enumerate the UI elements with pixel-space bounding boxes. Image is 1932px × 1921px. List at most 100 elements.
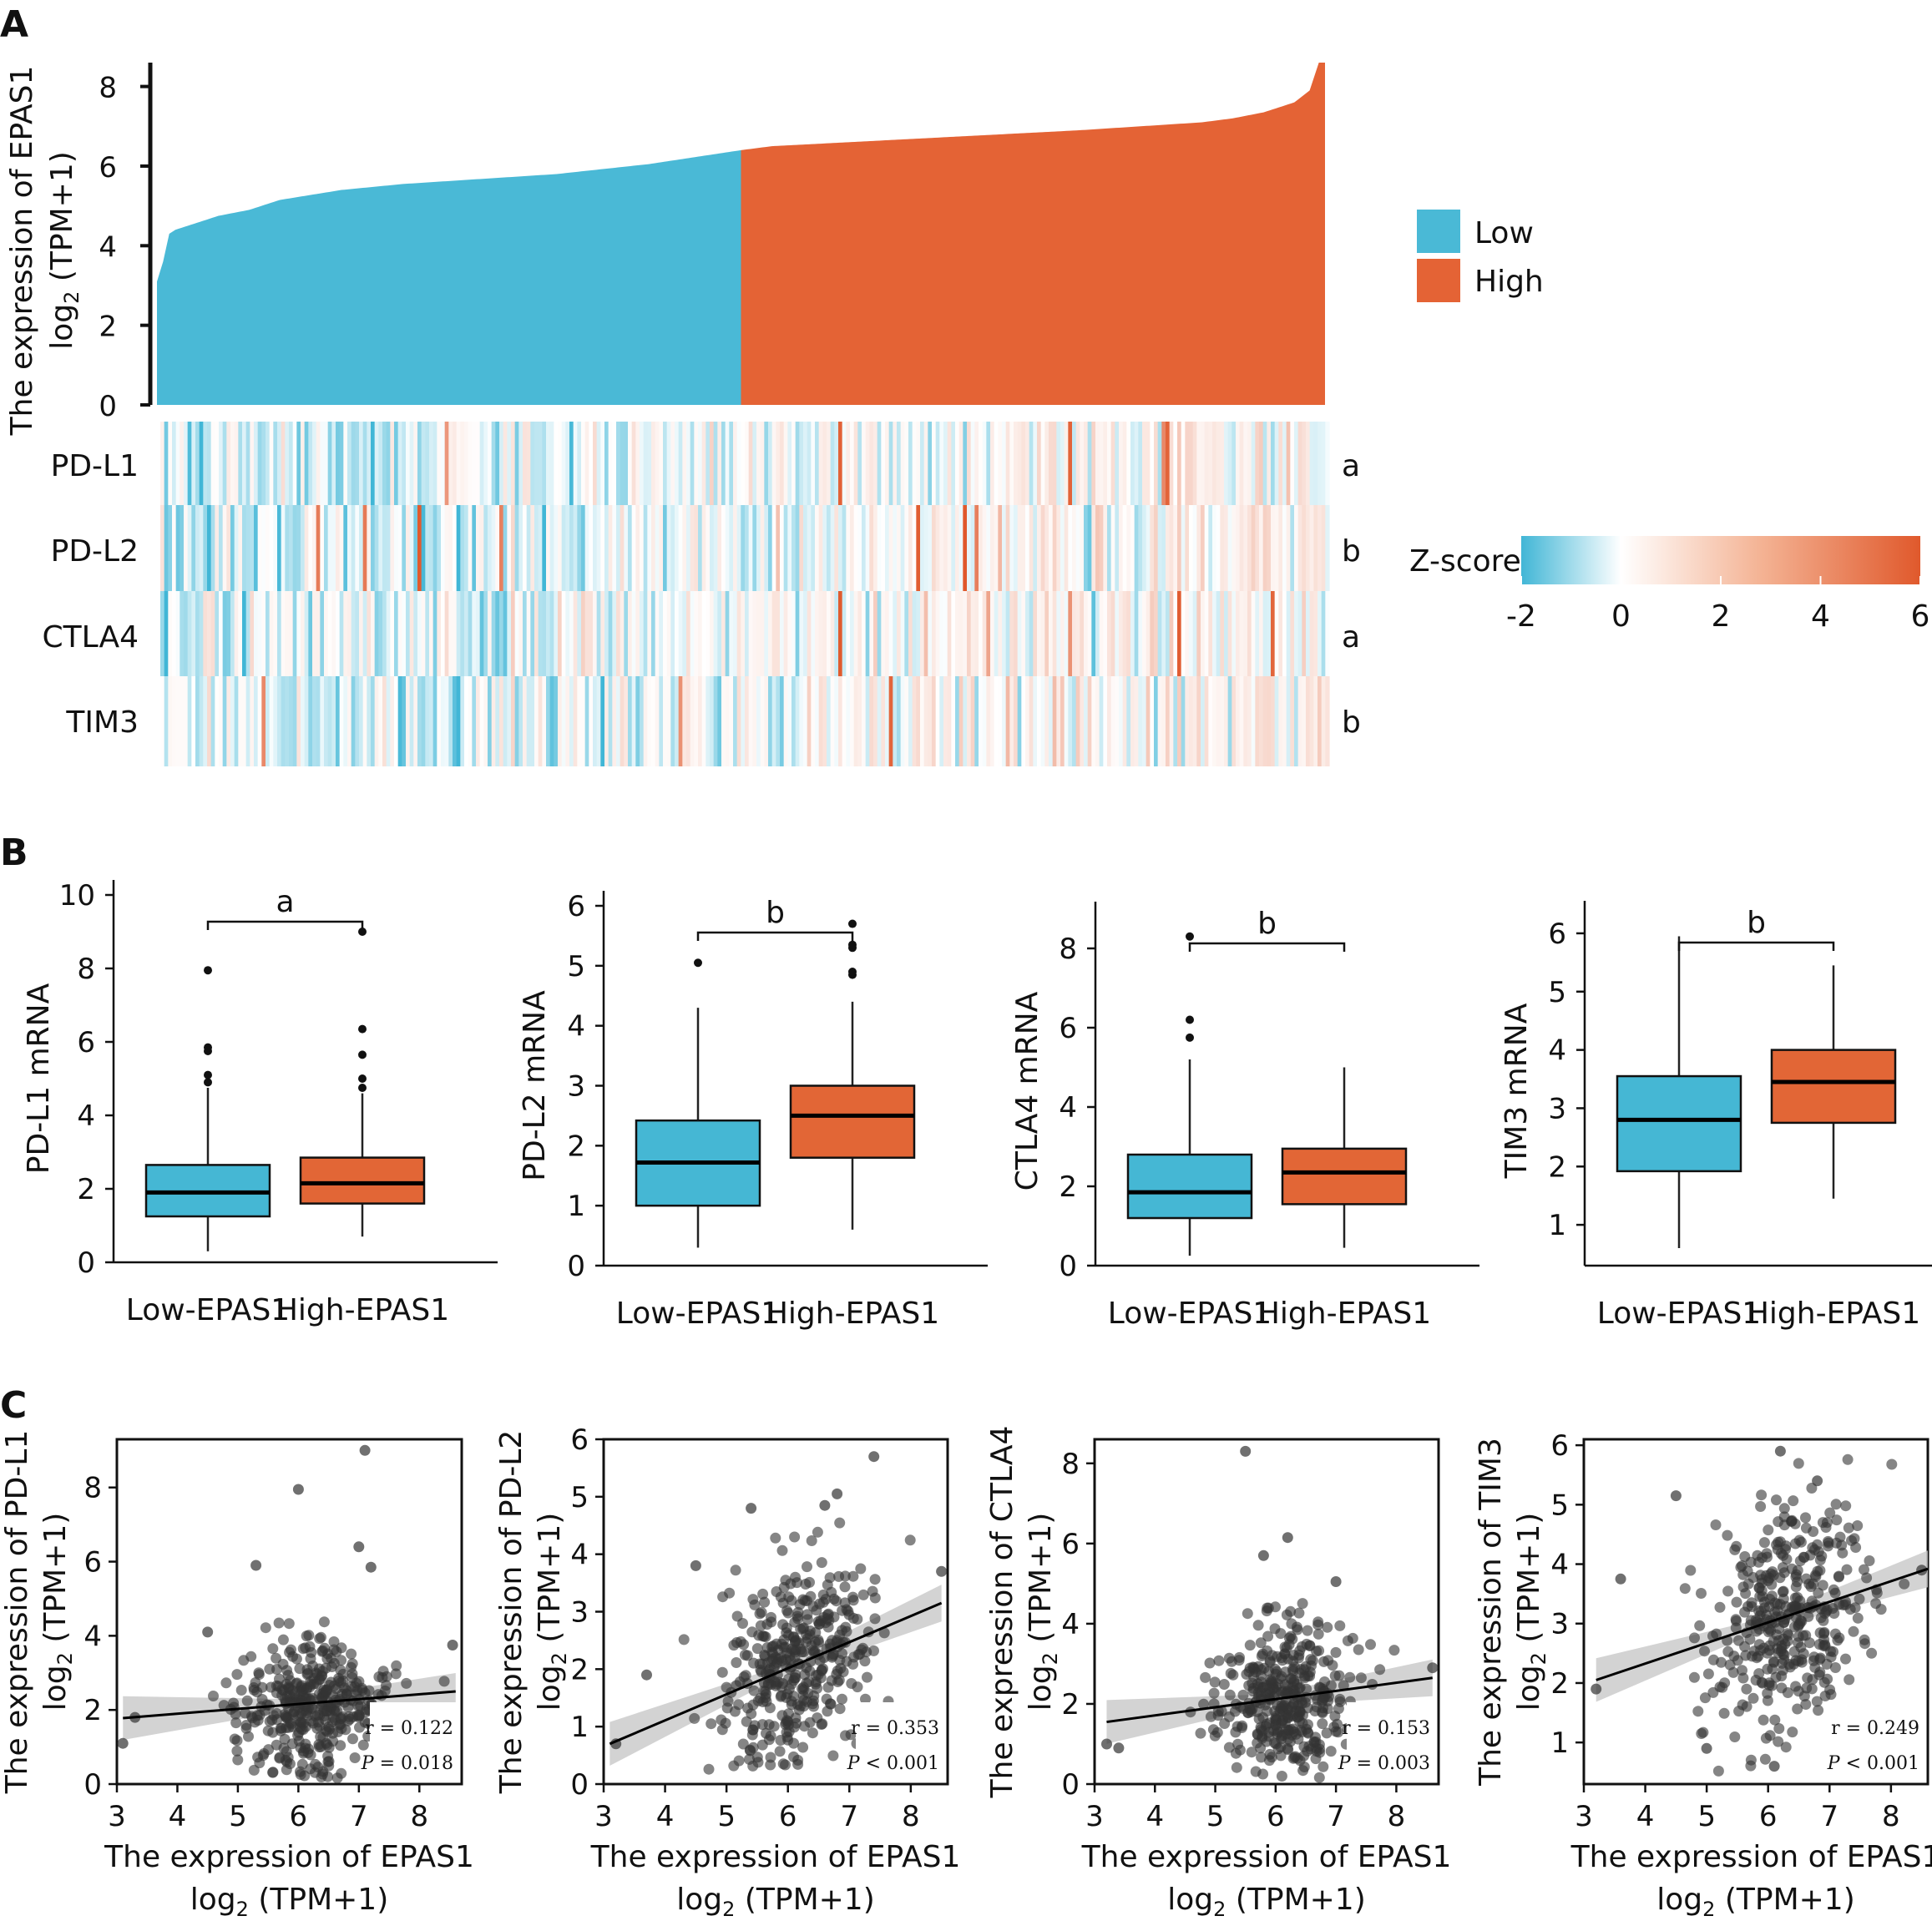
data-point	[319, 1642, 331, 1654]
data-point	[809, 1636, 821, 1648]
heatmap-cell	[1056, 422, 1061, 505]
data-point	[286, 1738, 298, 1750]
heatmap-cell	[1247, 422, 1252, 505]
heatmap-cell	[417, 505, 422, 591]
heatmap-cell	[998, 422, 1003, 505]
heatmap-cell	[659, 422, 664, 505]
heatmap-cell	[1302, 676, 1307, 766]
heatmap-cell	[873, 422, 878, 505]
data-point	[855, 1563, 867, 1575]
heatmap-cell	[1084, 422, 1089, 505]
heatmap-cell	[347, 422, 352, 505]
heatmap-cell	[1080, 591, 1085, 676]
panel-a-tick-label: 2	[99, 311, 117, 344]
heatmap-cell	[1037, 505, 1042, 591]
data-point	[1859, 1564, 1869, 1575]
heatmap-cell	[546, 676, 551, 766]
heatmap-cell	[425, 676, 430, 766]
heatmap-cell	[1005, 505, 1010, 591]
heatmap-cell	[526, 676, 531, 766]
heatmap-cell	[628, 591, 633, 676]
heatmap-cell	[304, 676, 309, 766]
heatmap-cell	[1196, 422, 1201, 505]
data-point	[1207, 1724, 1219, 1736]
heatmap-cell	[1318, 591, 1323, 676]
heatmap-cell	[491, 591, 496, 676]
heatmap-cell	[1208, 505, 1213, 591]
heatmap-cell	[608, 422, 613, 505]
heatmap-cell	[269, 422, 274, 505]
heatmap-cell	[1084, 676, 1089, 766]
heatmap-cell	[647, 422, 652, 505]
heatmap-cell	[479, 505, 484, 591]
heatmap-cell	[1267, 676, 1272, 766]
heatmap-cell	[390, 591, 395, 676]
data-point	[1822, 1673, 1833, 1685]
heatmap-cell	[838, 676, 843, 766]
heatmap-cell	[827, 422, 832, 505]
heatmap-cell	[916, 422, 921, 505]
heatmap-cell	[382, 591, 387, 676]
data-point	[1759, 1753, 1771, 1765]
heatmap-cell	[998, 676, 1003, 766]
heatmap-cell	[877, 591, 882, 676]
heatmap-cell	[1064, 505, 1069, 591]
heatmap-cell	[1157, 676, 1162, 766]
stats-p-symbol: P	[361, 1753, 375, 1774]
heatmap-cell	[1126, 591, 1131, 676]
heatmap-cell	[1146, 676, 1151, 766]
heatmap-cell	[386, 422, 391, 505]
heatmap-cell	[1169, 676, 1174, 766]
scatter-y-label-line1: The expression of TIM3	[1474, 1438, 1508, 1787]
heatmap-cell	[1185, 591, 1190, 676]
data-point	[1101, 1738, 1112, 1750]
high-expression-area	[741, 63, 1325, 405]
heatmap-cell	[577, 676, 582, 766]
boxplot-y-tick-label: 8	[77, 953, 95, 986]
heatmap-cell	[327, 422, 332, 505]
heatmap-cell	[764, 676, 769, 766]
heatmap-cell	[327, 591, 332, 676]
heatmap-cell	[277, 676, 282, 766]
heatmap-cell	[932, 676, 937, 766]
data-point	[1800, 1512, 1811, 1524]
data-point	[1224, 1689, 1236, 1701]
heatmap-cell	[1009, 676, 1014, 766]
heatmap-cell	[464, 505, 469, 591]
heatmap-cell	[958, 422, 963, 505]
scatter-x-tick-label: 3	[108, 1800, 126, 1833]
scatter-x-tick-label: 7	[1327, 1800, 1345, 1833]
boxplot-y-tick-label: 5	[567, 950, 585, 983]
heatmap-cell	[783, 422, 788, 505]
heatmap-cell	[1220, 505, 1225, 591]
heatmap-cell	[1087, 676, 1092, 766]
stats-p-text: = 0.018	[374, 1753, 453, 1774]
data-point	[1813, 1705, 1824, 1716]
heatmap-cell	[382, 505, 387, 591]
heatmap-cell	[1033, 422, 1038, 505]
heatmap-cell	[920, 591, 925, 676]
heatmap-cell	[666, 505, 671, 591]
heatmap-cell	[675, 422, 680, 505]
panel-a-tick-label: 0	[99, 390, 117, 423]
heatmap-cell	[561, 505, 566, 591]
heatmap-cell	[378, 505, 383, 591]
data-point	[1313, 1645, 1325, 1656]
data-point	[1302, 1746, 1313, 1757]
low-expression-area	[157, 149, 741, 405]
heatmap-cell	[1110, 505, 1115, 591]
heatmap-cell	[581, 591, 586, 676]
heatmap-cell	[792, 591, 797, 676]
heatmap-cell	[881, 505, 886, 591]
data-point	[302, 1667, 314, 1679]
data-point	[1793, 1534, 1805, 1546]
heatmap-cell	[1064, 676, 1069, 766]
heatmap-cell	[834, 422, 839, 505]
heatmap-cell	[939, 422, 944, 505]
heatmap-cell	[1189, 505, 1194, 591]
heatmap-cell	[429, 422, 434, 505]
heatmap-cell	[698, 505, 703, 591]
heatmap-cell	[250, 505, 255, 591]
data-point	[316, 1631, 326, 1643]
data-point	[777, 1619, 789, 1630]
